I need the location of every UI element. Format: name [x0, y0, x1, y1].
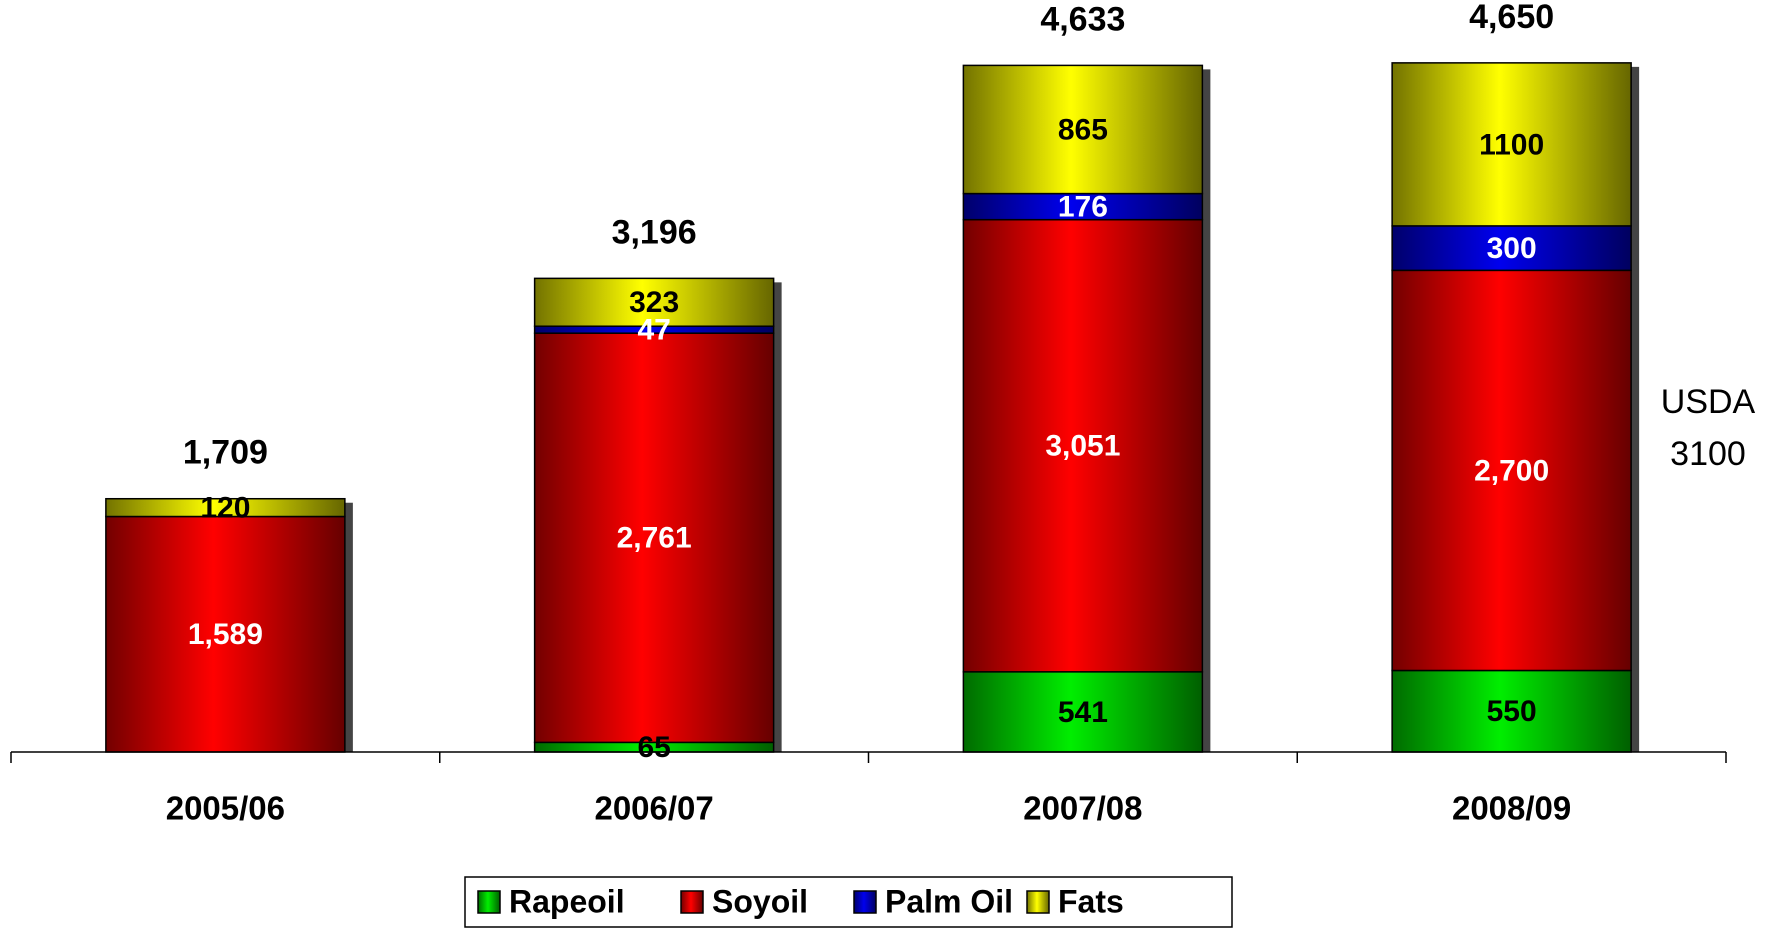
value-label: 2,761	[617, 522, 692, 555]
value-label: 47	[637, 314, 670, 347]
value-label: 300	[1487, 232, 1537, 265]
annotation: 3100	[1670, 435, 1746, 473]
total-label: 4,650	[1469, 0, 1554, 36]
legend-label: Fats	[1058, 883, 1124, 919]
bar-segment	[962, 64, 1204, 195]
legend-swatch	[680, 890, 704, 914]
bar-segment	[533, 277, 775, 327]
total-label: 1,709	[183, 434, 268, 472]
annotation: USDA	[1661, 383, 1756, 421]
value-label: 323	[629, 286, 679, 319]
legend-box	[464, 876, 1233, 928]
bar-segment	[1391, 62, 1632, 227]
value-label: 541	[1058, 696, 1108, 729]
bar-segment	[1391, 269, 1632, 672]
value-label: 3,051	[1045, 430, 1120, 463]
bar-segment	[533, 332, 775, 744]
legend-label: Rapeoil	[509, 883, 625, 919]
bar-segment	[105, 497, 346, 518]
value-label: 550	[1487, 695, 1537, 728]
total-label: 4,633	[1040, 0, 1125, 38]
legend-label: Soyoil	[712, 883, 808, 919]
bar-segment	[962, 218, 1204, 673]
value-label: 120	[200, 492, 250, 525]
legend-swatch	[1026, 890, 1050, 914]
value-label: 2,700	[1474, 454, 1549, 487]
x-tick-label: 2007/08	[1023, 790, 1142, 827]
x-tick-label: 2006/07	[594, 790, 713, 827]
bar-segment	[962, 192, 1204, 221]
legend-swatch	[477, 890, 501, 914]
value-label: 1100	[1479, 128, 1544, 161]
x-tick-label: 2008/09	[1452, 790, 1571, 827]
bar-segment	[962, 671, 1204, 753]
value-label: 1,589	[188, 618, 263, 651]
value-label: 65	[637, 731, 670, 764]
total-label: 3,196	[612, 213, 697, 251]
value-label: 176	[1058, 191, 1108, 224]
bar-segment	[1391, 225, 1632, 272]
legend-label: Palm Oil	[885, 883, 1013, 919]
x-tick-label: 2005/06	[166, 790, 285, 827]
legend-swatch	[853, 890, 877, 914]
value-label: 865	[1058, 113, 1108, 146]
